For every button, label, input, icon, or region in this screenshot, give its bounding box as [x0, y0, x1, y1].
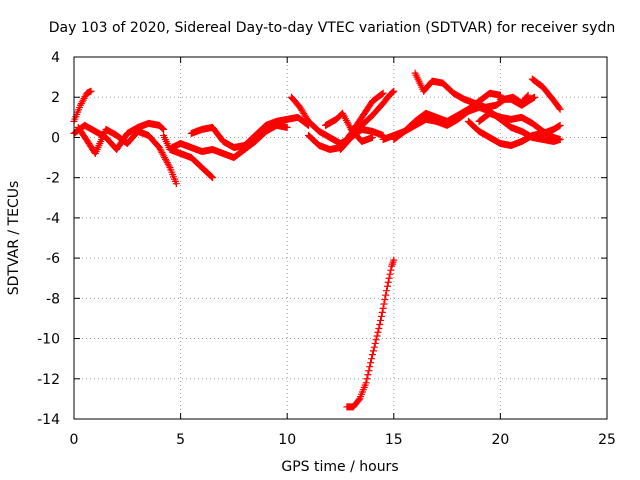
data-point [158, 124, 166, 132]
data-point [387, 266, 395, 274]
y-tick-label: 4 [51, 50, 60, 66]
data-point [283, 123, 291, 131]
data-point [87, 87, 95, 95]
y-tick-label: -2 [46, 171, 60, 187]
data-point [369, 347, 377, 355]
data-point [388, 89, 396, 97]
series-track-d [160, 131, 217, 182]
data-point [364, 371, 372, 379]
data-point [208, 173, 216, 181]
data-point [367, 359, 375, 367]
data-point [380, 300, 388, 308]
data-point [362, 379, 370, 387]
data-point [556, 135, 564, 143]
data-point [384, 278, 392, 286]
x-tick-label: 15 [385, 432, 403, 448]
data-point [555, 104, 563, 112]
data-point [379, 304, 387, 312]
x-tick-label: 20 [491, 432, 509, 448]
series-track-a [70, 87, 95, 125]
series-track-c [74, 123, 180, 188]
series-track-p [475, 109, 564, 143]
data-point [370, 343, 378, 351]
x-tick-label: 10 [278, 432, 296, 448]
data-point [390, 87, 398, 95]
series-track-m [411, 69, 532, 111]
gridlines [74, 57, 607, 419]
chart-title: Day 103 of 2020, Sidereal Day-to-day VTE… [49, 20, 616, 36]
data-point [377, 312, 385, 320]
data-point [371, 339, 379, 347]
data-point [372, 336, 380, 344]
data-point [377, 316, 385, 324]
data-point [374, 328, 382, 336]
data-point [159, 125, 167, 133]
data-point [368, 351, 376, 359]
axis-ticks [73, 56, 608, 420]
x-tick-label: 0 [70, 432, 79, 448]
data-point [366, 363, 374, 371]
series-track-e [168, 121, 291, 162]
data-point [389, 88, 397, 96]
data-point [383, 282, 391, 290]
y-tick-label: -12 [37, 372, 60, 388]
data-point [378, 90, 386, 98]
y-tick-label: -10 [37, 332, 60, 348]
tick-labels: 0 5 10 15 20 25 -14 -12 -10 -8 -6 -4 -2 0 2 4 [37, 50, 616, 448]
series-track-f [187, 113, 313, 151]
data-point [368, 355, 376, 363]
series-track-r [496, 93, 539, 109]
plot-frame [73, 56, 608, 420]
data-point [386, 270, 394, 278]
series-track-q [528, 75, 564, 113]
data-point [531, 93, 539, 101]
series-track-j [322, 109, 376, 145]
y-tick-label: 2 [51, 90, 60, 106]
data-point [165, 162, 173, 170]
y-axis-label: SDTVAR / TECUs [6, 181, 22, 296]
data-point [373, 332, 381, 340]
x-tick-label: 5 [176, 432, 185, 448]
y-tick-label: -6 [46, 251, 60, 267]
data-point [378, 308, 386, 316]
data-point [365, 367, 373, 375]
data-point [368, 133, 376, 141]
y-tick-label: -4 [46, 211, 60, 227]
data-point [556, 121, 564, 129]
data-point [382, 291, 390, 299]
data-point [209, 174, 217, 182]
data-point [160, 125, 168, 133]
data-point [172, 180, 180, 188]
series-track-k [343, 256, 398, 411]
plot-area [70, 69, 564, 411]
data-point [207, 172, 215, 180]
y-tick-label: -8 [46, 291, 60, 307]
data-point [385, 274, 393, 282]
data-point [524, 91, 532, 99]
y-tick-label: 0 [51, 130, 60, 146]
x-axis-label: GPS time / hours [281, 459, 398, 475]
x-tick-label: 25 [598, 432, 616, 448]
y-tick-label: -14 [37, 412, 60, 428]
data-point [383, 287, 391, 295]
data-point [390, 256, 398, 264]
data-point [556, 105, 564, 113]
data-point [379, 89, 387, 97]
data-point [376, 320, 384, 328]
data-point [381, 296, 389, 304]
data-point [375, 325, 383, 332]
data-point [363, 375, 371, 383]
